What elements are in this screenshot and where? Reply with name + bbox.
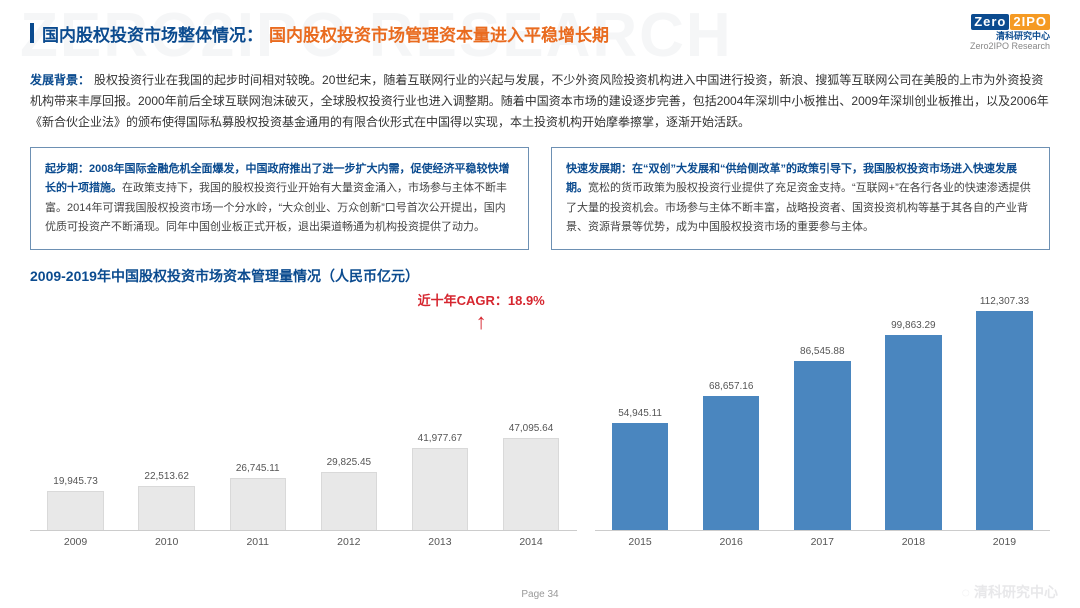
bar (976, 311, 1032, 530)
bar (230, 478, 286, 530)
bar-value-label: 99,863.29 (891, 320, 936, 331)
title-sub: 国内股权投资市场管理资本量进入平稳增长期 (269, 21, 609, 46)
content: 国内股权投资市场整体情况： 国内股权投资市场管理资本量进入平稳增长期 Zero2… (0, 0, 1080, 531)
chart-title: 2009-2019年中国股权投资市场资本管理量情况（人民币亿元） (30, 266, 1050, 286)
bar-slot: 112,307.332019 (959, 296, 1050, 530)
logo-part2: 2IPO (1010, 14, 1050, 30)
bar (47, 491, 103, 530)
bar (321, 472, 377, 530)
phase-boxes: 起步期：2008年国际金融危机全面爆发，中国政府推出了进一步扩大内需，促使经济平… (30, 147, 1050, 250)
bar (612, 423, 668, 530)
bar-slot: 68,657.162016 (686, 296, 777, 530)
cagr-text: 近十年CAGR：18.9% (418, 290, 545, 309)
bar-year-label: 2014 (519, 536, 542, 548)
bar-slot: 99,863.292018 (868, 296, 959, 530)
bar (885, 335, 941, 530)
phase-left-box: 起步期：2008年国际金融危机全面爆发，中国政府推出了进一步扩大内需，促使经济平… (30, 147, 529, 250)
corner-watermark-icon: ◌ (962, 584, 970, 600)
bar-value-label: 26,745.11 (236, 463, 280, 474)
cagr-annotation: 近十年CAGR：18.9% ↑ (418, 290, 545, 331)
bar (503, 438, 559, 530)
title-block: 国内股权投资市场整体情况： 国内股权投资市场管理资本量进入平稳增长期 (30, 21, 609, 46)
bar-year-label: 2012 (337, 536, 360, 548)
logo-en: Zero2IPO Research (970, 42, 1050, 52)
bar-value-label: 54,945.11 (618, 408, 662, 419)
title-main: 国内股权投资市场整体情况： (42, 21, 263, 46)
bar-slot: 47,095.642014 (485, 296, 576, 530)
bar-chart: 近十年CAGR：18.9% ↑ 19,945.73200922,513.6220… (30, 296, 1050, 531)
bar-value-label: 41,977.67 (418, 433, 463, 444)
bar-value-label: 68,657.16 (709, 381, 754, 392)
bar-value-label: 47,095.64 (509, 423, 554, 434)
bar-year-label: 2011 (246, 536, 269, 548)
bar (703, 396, 759, 530)
background-text: 股权投资行业在我国的起步时间相对较晚。20世纪末，随着互联网行业的兴起与发展，不… (30, 73, 1049, 129)
bar-slot: 26,745.112011 (212, 296, 303, 530)
phase-right-rest: 宽松的货币政策为股权投资行业提供了充足资金支持。“互联网+”在各行各业的快速渗透… (566, 182, 1031, 233)
brand-logo: Zero2IPO 清科研究中心 Zero2IPO Research (970, 14, 1050, 52)
bar (794, 361, 850, 530)
bar-slot: 86,545.882017 (777, 296, 868, 530)
bar-slot: 41,977.672013 (394, 296, 485, 530)
bar-slot: 19,945.732009 (30, 296, 121, 530)
bar-year-label: 2017 (811, 536, 834, 548)
up-arrow-icon: ↑ (476, 313, 487, 331)
title-row: 国内股权投资市场整体情况： 国内股权投资市场管理资本量进入平稳增长期 Zero2… (30, 14, 1050, 52)
bar-value-label: 112,307.33 (980, 296, 1029, 307)
page-footer: Page 34 (0, 589, 1080, 600)
bar-year-label: 2019 (993, 536, 1016, 548)
title-accent-bar (30, 23, 34, 43)
phase-right-box: 快速发展期：在“双创”大发展和“供给侧改革”的政策引导下，我国股权投资市场进入快… (551, 147, 1050, 250)
bar-slot: 29,825.452012 (303, 296, 394, 530)
bar-value-label: 19,945.73 (53, 476, 98, 487)
chart-group-left: 19,945.73200922,513.62201026,745.1120112… (30, 296, 577, 531)
bar-year-label: 2018 (902, 536, 925, 548)
logo-part1: Zero (971, 14, 1009, 30)
corner-watermark: ◌ 清科研究中心 (962, 582, 1058, 602)
bar-year-label: 2013 (428, 536, 451, 548)
logo-wordmark: Zero2IPO (970, 14, 1050, 30)
bar (138, 486, 194, 530)
corner-watermark-text: 清科研究中心 (974, 582, 1058, 602)
bar-year-label: 2010 (155, 536, 178, 548)
bar-value-label: 86,545.88 (800, 346, 845, 357)
bar-slot: 22,513.622010 (121, 296, 212, 530)
chart-group-right: 54,945.11201568,657.16201686,545.8820179… (595, 296, 1050, 531)
background-label: 发展背景： (30, 73, 90, 87)
background-paragraph: 发展背景：股权投资行业在我国的起步时间相对较晚。20世纪末，随着互联网行业的兴起… (30, 70, 1050, 133)
bar-year-label: 2016 (720, 536, 743, 548)
bar (412, 448, 468, 530)
bar-year-label: 2009 (64, 536, 87, 548)
bar-slot: 54,945.112015 (595, 296, 686, 530)
bar-value-label: 29,825.45 (327, 457, 372, 468)
bar-year-label: 2015 (628, 536, 651, 548)
bar-value-label: 22,513.62 (144, 471, 189, 482)
